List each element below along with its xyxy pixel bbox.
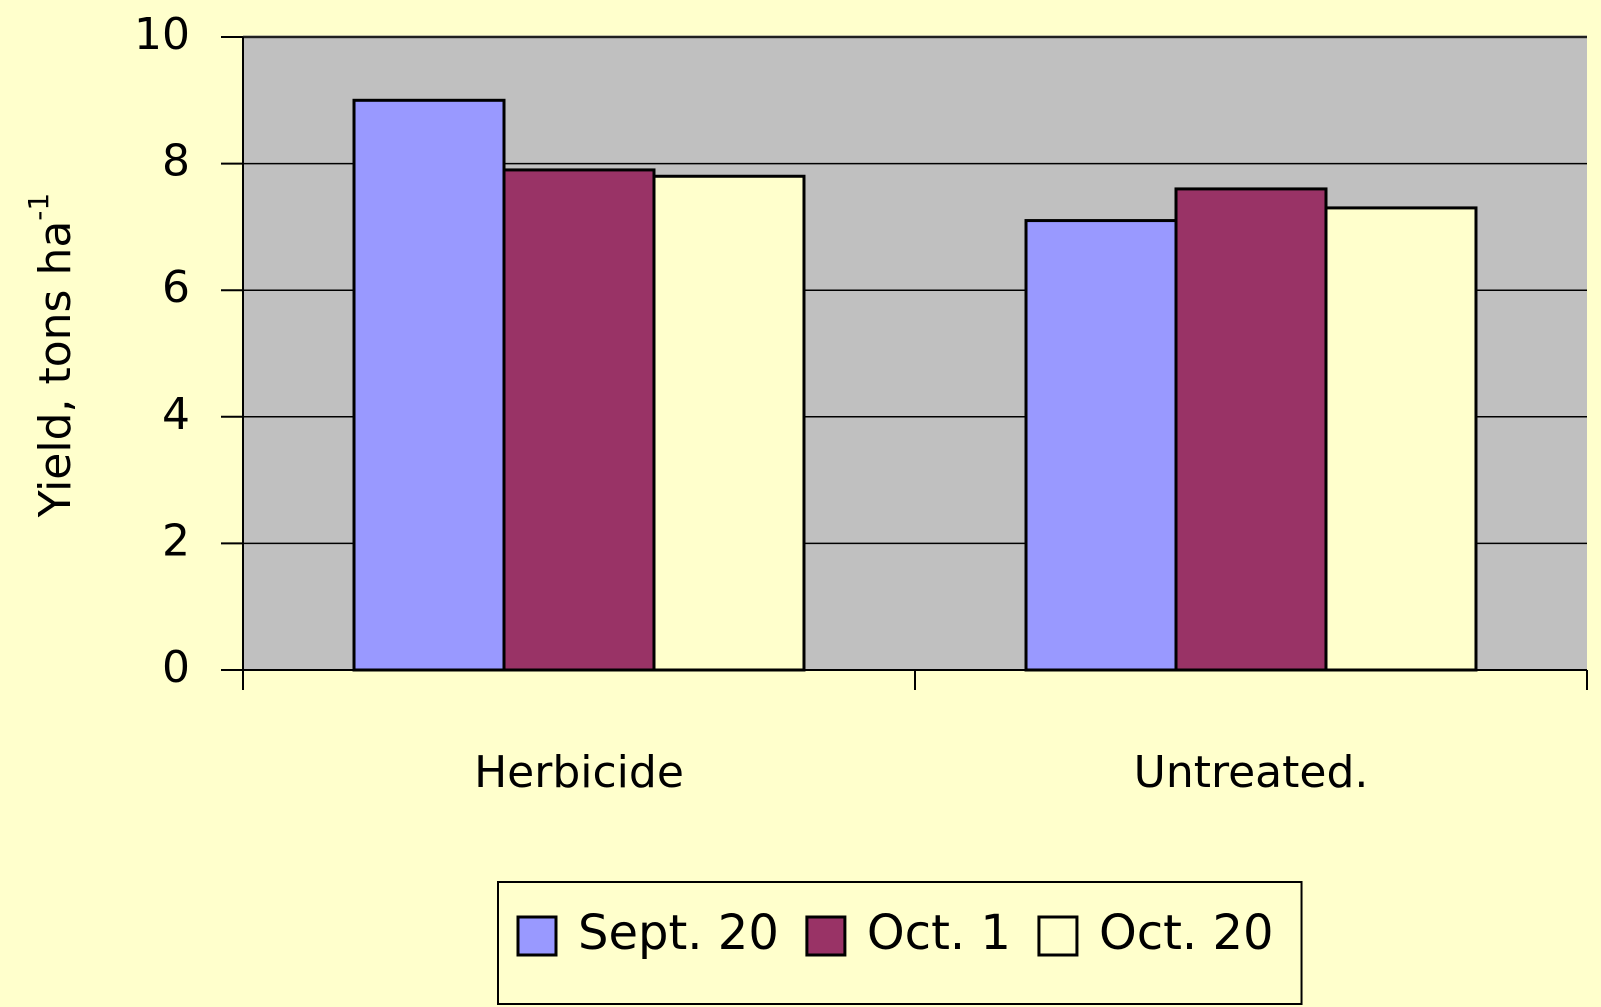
x-tick-label: Herbicide: [474, 747, 684, 798]
y-tick-label: 2: [162, 515, 190, 566]
y-axis-label-superscript: -1: [22, 193, 55, 221]
y-tick-label: 6: [162, 262, 190, 313]
legend-label: Oct. 1: [867, 905, 1011, 961]
legend: Sept. 20 Oct. 1 Oct. 20: [497, 881, 1303, 1005]
bar: [1324, 206, 1478, 672]
y-tick-label: 4: [162, 389, 190, 440]
legend-swatch: [516, 915, 558, 957]
legend-label: Oct. 20: [1099, 905, 1274, 961]
legend-box: [497, 881, 1303, 1005]
bar: [502, 168, 656, 672]
bar: [652, 174, 806, 672]
bar: [352, 98, 506, 672]
y-axis-label-text: Yield, tons ha: [30, 221, 81, 519]
y-tick-label: 0: [162, 642, 190, 693]
y-tick-label: 10: [134, 9, 190, 60]
legend-swatch: [805, 915, 847, 957]
x-tick-label: Untreated.: [1134, 747, 1369, 798]
bar: [1174, 187, 1328, 672]
legend-swatch: [1037, 915, 1079, 957]
bar: [1024, 219, 1178, 672]
y-tick-label: 8: [162, 136, 190, 187]
y-axis-label: Yield, tons ha-1: [22, 193, 81, 518]
legend-label: Sept. 20: [578, 905, 779, 961]
